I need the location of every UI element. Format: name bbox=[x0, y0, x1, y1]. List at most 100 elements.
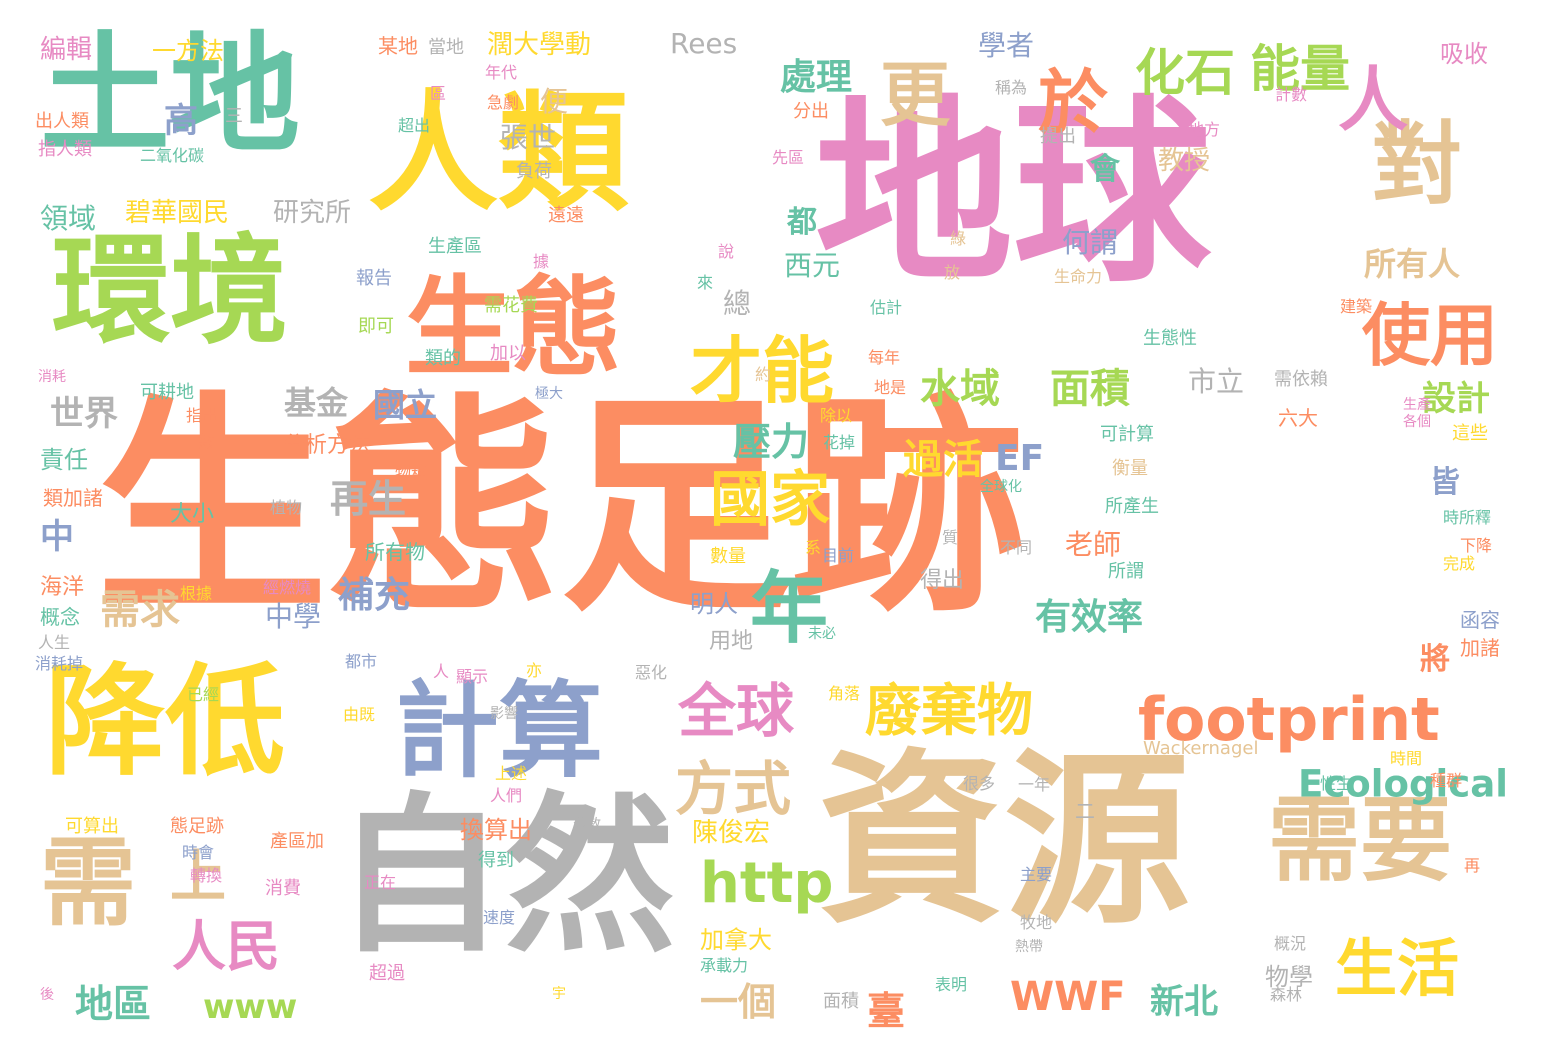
word-34: EF bbox=[995, 438, 1045, 479]
word-36: 壓力 bbox=[733, 420, 810, 464]
word-79: 一方法 bbox=[152, 37, 224, 65]
word-138: 時所釋 bbox=[1443, 508, 1492, 527]
word-56: 張世 bbox=[500, 121, 557, 154]
word-17: 能量 bbox=[1250, 40, 1350, 98]
word-96: 生產區 bbox=[428, 236, 482, 257]
word-9: 生態 bbox=[405, 266, 622, 391]
word-76: 物學 bbox=[1265, 963, 1313, 991]
word-67: 會 bbox=[1090, 152, 1120, 187]
word-104: 急劇 bbox=[487, 93, 520, 112]
word-2: 資源 bbox=[818, 732, 1191, 949]
word-192: 數 bbox=[198, 432, 215, 451]
word-175: 牧地 bbox=[1020, 913, 1053, 932]
word-71: Rees bbox=[670, 27, 738, 60]
word-49: 世界 bbox=[50, 394, 118, 434]
word-86: 所有物 bbox=[365, 540, 425, 564]
word-149: 惡化 bbox=[635, 663, 668, 682]
word-155: 一年 bbox=[1018, 775, 1051, 794]
word-85: 大小 bbox=[170, 502, 215, 527]
word-61: 市立 bbox=[1188, 365, 1245, 398]
word-23: 廢棄物 bbox=[865, 679, 1033, 744]
word-115: 需花費 bbox=[484, 295, 538, 316]
word-74: 換算出 bbox=[460, 816, 532, 844]
word-33: 過活 bbox=[903, 437, 983, 483]
word-84: 分析方法 bbox=[283, 433, 372, 458]
word-55: 領域 bbox=[40, 202, 97, 235]
word-70: 學者 bbox=[978, 29, 1035, 62]
word-28: 上 bbox=[170, 845, 226, 910]
word-10: 需要 bbox=[1268, 787, 1453, 894]
word-47: 設計 bbox=[1422, 379, 1490, 419]
word-24: footprint bbox=[1138, 685, 1440, 755]
word-32: 面積 bbox=[1050, 366, 1130, 412]
word-57: 便 bbox=[540, 85, 569, 118]
word-4: 土地 bbox=[40, 19, 301, 171]
word-106: 區 bbox=[430, 84, 447, 103]
word-171: 森林 bbox=[1270, 985, 1303, 1004]
word-188: 綠 bbox=[950, 229, 967, 248]
word-125: 估計 bbox=[870, 298, 903, 317]
word-72: 濶大學動 bbox=[487, 30, 592, 60]
word-101: 指人類 bbox=[38, 139, 92, 160]
word-51: 國立 bbox=[373, 386, 438, 424]
word-182: 質 bbox=[942, 528, 959, 547]
word-148: 未必 bbox=[808, 626, 836, 642]
word-110: 遠遠 bbox=[548, 205, 584, 226]
word-120: 計數 bbox=[1275, 85, 1308, 104]
word-172: 面積 bbox=[823, 991, 859, 1012]
word-164: 產區加 bbox=[270, 831, 324, 852]
word-137: 不同 bbox=[1000, 538, 1033, 557]
word-42: www bbox=[203, 987, 298, 1027]
word-6: 自然 bbox=[335, 778, 676, 976]
word-99: 三 bbox=[225, 106, 243, 127]
word-38: 需求 bbox=[100, 587, 180, 633]
word-191: 亦 bbox=[526, 661, 543, 680]
word-35: 處理 bbox=[780, 57, 853, 98]
word-143: 經燃燒 bbox=[263, 578, 312, 597]
word-166: 得到 bbox=[478, 850, 514, 871]
word-185: 約 bbox=[755, 365, 772, 384]
word-44: 一個 bbox=[700, 980, 777, 1024]
word-15: 人 bbox=[1338, 59, 1408, 141]
word-130: 極大 bbox=[535, 386, 563, 402]
word-98: 所謂 bbox=[1108, 561, 1144, 582]
word-176: 主要 bbox=[1020, 865, 1053, 884]
word-48: 所有人 bbox=[1364, 245, 1461, 283]
word-187: 據 bbox=[533, 252, 550, 271]
word-22: 全球 bbox=[678, 677, 795, 745]
word-0: 生態足跡 bbox=[96, 373, 1025, 643]
word-39: 補充 bbox=[338, 575, 411, 616]
word-134: 物種 bbox=[395, 464, 428, 483]
word-107: 分出 bbox=[793, 101, 829, 122]
word-196: 顯示 bbox=[456, 667, 489, 686]
word-167: 速度 bbox=[483, 908, 516, 927]
word-160: 態足跡 bbox=[170, 816, 224, 837]
word-113: 類的 bbox=[425, 348, 461, 369]
word-64: 老師 bbox=[1065, 528, 1122, 561]
word-124: 建築 bbox=[1340, 297, 1373, 316]
word-78: 編輯 bbox=[40, 35, 93, 65]
word-3: 人類 bbox=[368, 77, 629, 229]
word-94: 可計算 bbox=[1100, 424, 1154, 445]
word-135: 植物 bbox=[270, 498, 303, 517]
word-27: 人民 bbox=[172, 915, 280, 978]
word-95: 衡量 bbox=[1112, 458, 1148, 479]
word-133: 這些 bbox=[1452, 423, 1488, 444]
word-58: 都 bbox=[787, 205, 817, 240]
word-37: 再生 bbox=[330, 477, 407, 521]
word-26: http bbox=[700, 851, 834, 916]
word-87: 海洋 bbox=[40, 575, 85, 600]
word-145: 人生 bbox=[38, 633, 71, 652]
word-93: 加諸 bbox=[1460, 636, 1500, 660]
word-119: 提出 bbox=[1040, 126, 1076, 147]
word-83: 責任 bbox=[40, 446, 88, 474]
word-103: 年代 bbox=[485, 63, 518, 82]
word-80: 某地 bbox=[378, 34, 418, 58]
word-162: 轉換 bbox=[190, 866, 223, 885]
word-118: 稱為 bbox=[995, 78, 1028, 97]
word-11: 需 bbox=[40, 827, 136, 939]
word-68: 何謂 bbox=[1062, 226, 1119, 259]
word-179: 由既 bbox=[343, 705, 376, 724]
word-193: 類加諸 bbox=[43, 486, 103, 510]
